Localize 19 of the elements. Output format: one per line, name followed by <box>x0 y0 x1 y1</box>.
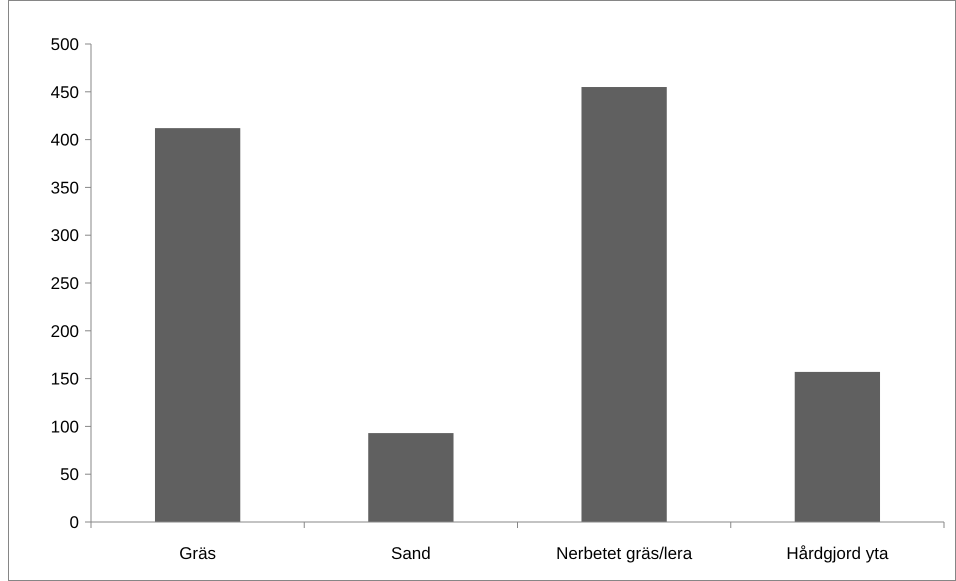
bar <box>794 372 880 522</box>
bar <box>368 433 454 522</box>
bar <box>154 128 240 522</box>
y-tick-label: 300 <box>50 226 79 246</box>
x-tick-label: Sand <box>391 544 431 563</box>
y-tick-label: 0 <box>70 512 79 532</box>
y-tick-label: 50 <box>60 465 79 484</box>
y-tick-label: 100 <box>50 417 79 436</box>
y-tick-label: 500 <box>50 34 79 54</box>
y-tick-label: 350 <box>50 178 79 198</box>
y-tick-label: 200 <box>50 322 79 341</box>
y-tick-label: 250 <box>50 274 79 293</box>
x-tick-label: Hårdgjord yta <box>786 544 889 563</box>
x-tick-label: Gräs <box>179 544 216 563</box>
y-tick-label: 150 <box>50 370 79 389</box>
x-tick-label: Nerbetet gräs/lera <box>556 544 693 563</box>
y-tick-label: 450 <box>50 82 79 102</box>
bar <box>581 87 667 522</box>
y-tick-label: 400 <box>50 130 79 150</box>
